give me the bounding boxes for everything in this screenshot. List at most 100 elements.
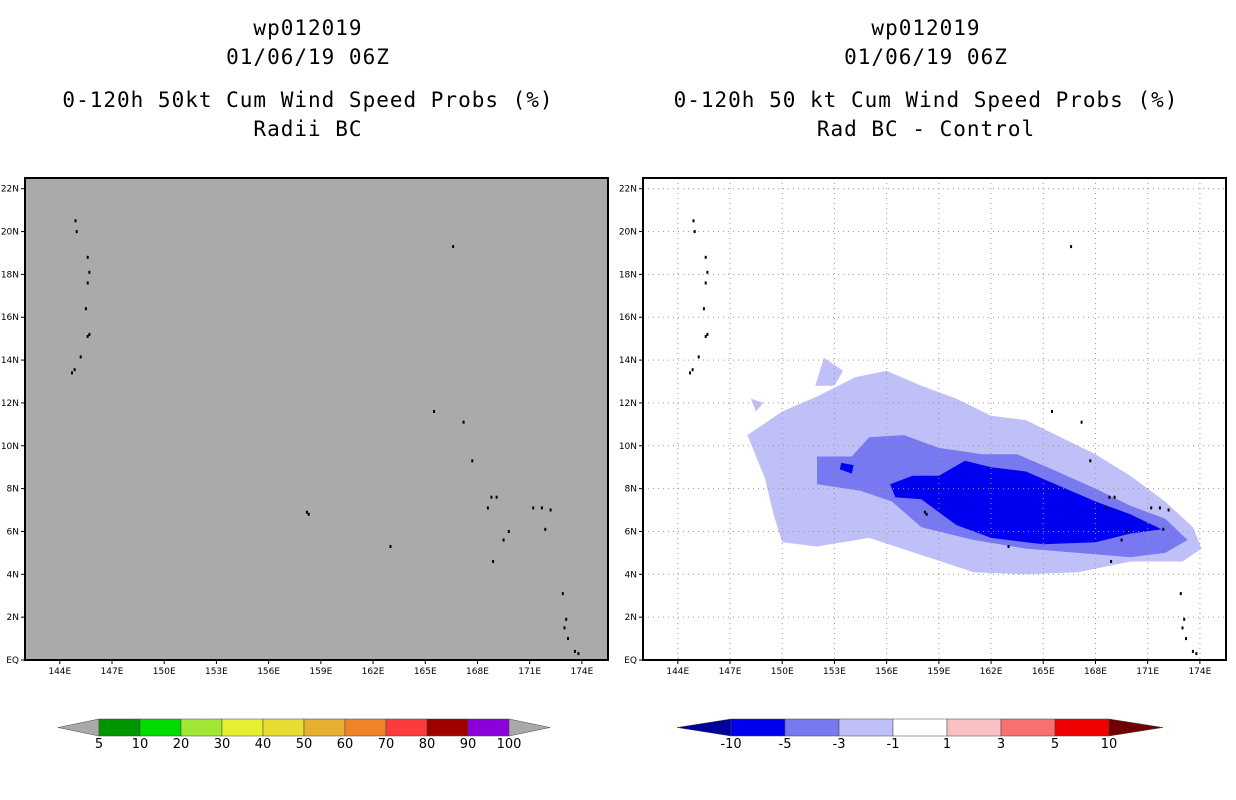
island-outline bbox=[1179, 592, 1182, 596]
island-outline bbox=[73, 368, 76, 372]
y-tick-label: 18N bbox=[619, 270, 637, 280]
island-outline bbox=[1125, 530, 1128, 533]
island-outline bbox=[706, 332, 709, 336]
island-outline bbox=[502, 538, 505, 542]
left-map-frame bbox=[24, 177, 609, 661]
left-title-date: 01/06/19 06Z bbox=[226, 45, 390, 69]
y-tick-label: 12N bbox=[619, 399, 637, 409]
island-outline bbox=[563, 626, 566, 630]
island-outline bbox=[565, 617, 568, 621]
left-title-product: 0-120h 50kt Cum Wind Speed Probs (%) bbox=[62, 88, 554, 112]
island-outline bbox=[462, 420, 465, 424]
island-outline bbox=[75, 230, 78, 234]
colorbar-label: 30 bbox=[214, 737, 231, 752]
contour--10to-5 bbox=[890, 460, 1162, 545]
y-tick-label: EQ bbox=[6, 656, 19, 666]
x-tick-label: 144E bbox=[666, 667, 689, 677]
y-tick-label: 2N bbox=[625, 613, 637, 623]
island-outline bbox=[704, 281, 707, 285]
colorbar-segment bbox=[426, 718, 469, 737]
island-outline bbox=[692, 219, 695, 223]
island-outline bbox=[561, 592, 564, 596]
island-outline bbox=[433, 410, 435, 413]
island-outline bbox=[1191, 649, 1194, 653]
left-axis-ticks: 144E 147E 150E 153E 156E 159E 162E 165E 168E 171E… bbox=[1, 185, 594, 677]
island-outline bbox=[1195, 652, 1198, 656]
colorbar-label: -10 bbox=[720, 737, 741, 752]
y-tick-label: 8N bbox=[7, 485, 19, 495]
colorbar-label: 70 bbox=[378, 737, 395, 752]
colorbar-label: 10 bbox=[1101, 737, 1118, 752]
island-outline bbox=[706, 270, 709, 274]
island-outline bbox=[452, 245, 455, 249]
island-outline bbox=[702, 307, 705, 311]
colorbar-segment bbox=[385, 718, 428, 737]
y-tick-label: 10N bbox=[619, 442, 637, 452]
island-outline bbox=[923, 510, 926, 514]
right-axis-ticks: 144E 147E 150E 153E 156E 159E 162E 165E 168E 171E… bbox=[619, 185, 1212, 677]
left-title: wp012019 01/06/19 06Z 0-120h 50kt Cum Wi… bbox=[8, 14, 608, 144]
colorbar-high-triangle bbox=[508, 718, 551, 737]
colorbar-label: 50 bbox=[296, 737, 313, 752]
x-tick-label: 159E bbox=[309, 667, 332, 677]
island-outline bbox=[1108, 495, 1111, 499]
colorbar-label: 1 bbox=[943, 737, 951, 752]
island-outline bbox=[471, 459, 474, 463]
colorbar-segment bbox=[784, 718, 840, 737]
x-tick-label: 150E bbox=[153, 667, 176, 677]
right-map: 144E 147E 150E 153E 156E 159E 162E 165E 168E 171E… bbox=[619, 177, 1227, 677]
island-outline bbox=[573, 649, 576, 653]
island-outline bbox=[490, 495, 493, 499]
x-tick-label: 159E bbox=[927, 667, 950, 677]
island-outline bbox=[86, 335, 89, 338]
island-outline bbox=[1183, 617, 1186, 621]
island-outline bbox=[305, 510, 308, 514]
colorbar-label: 5 bbox=[1051, 737, 1059, 752]
island-outline bbox=[1007, 545, 1010, 548]
x-tick-label: 171E bbox=[1136, 667, 1159, 677]
island-outline bbox=[1150, 506, 1153, 510]
island-outline bbox=[84, 307, 87, 311]
x-tick-label: 153E bbox=[823, 667, 846, 677]
island-outline bbox=[693, 230, 696, 234]
island-outline bbox=[567, 637, 569, 641]
island-outline bbox=[88, 332, 91, 336]
x-tick-label: 168E bbox=[1084, 667, 1107, 677]
right-title-product: 0-120h 50 kt Cum Wind Speed Probs (%) bbox=[673, 88, 1179, 112]
colorbar-label: 10 bbox=[132, 737, 149, 752]
island-outline bbox=[1185, 637, 1187, 641]
colorbar-segment bbox=[221, 718, 264, 737]
y-tick-label: 12N bbox=[1, 399, 19, 409]
x-tick-label: 147E bbox=[719, 667, 742, 677]
y-tick-label: 10N bbox=[1, 442, 19, 452]
island-outline bbox=[540, 506, 543, 510]
colorbar-label: 80 bbox=[419, 737, 436, 752]
island-outline bbox=[1120, 538, 1123, 542]
island-outline bbox=[577, 652, 580, 656]
colorbar-label: 90 bbox=[460, 737, 477, 752]
colorbar-label: 20 bbox=[173, 737, 190, 752]
x-tick-label: 165E bbox=[1032, 667, 1055, 677]
island-outline bbox=[86, 281, 89, 285]
island-outline bbox=[1080, 420, 1083, 424]
left-title-subtitle: Radii BC bbox=[253, 117, 363, 141]
right-gridlines bbox=[643, 178, 1226, 661]
x-tick-label: 162E bbox=[362, 667, 385, 677]
right-land-outlines bbox=[689, 219, 1198, 656]
x-tick-label: 168E bbox=[466, 667, 489, 677]
colorbar-label: -3 bbox=[833, 737, 846, 752]
contour--3to-1 bbox=[750, 398, 764, 412]
island-outline bbox=[74, 219, 77, 223]
left-land-outlines bbox=[71, 219, 580, 656]
island-outline bbox=[704, 255, 707, 259]
left-colorbar: 5 10 20 30 40 50 60 70 80 90 100 bbox=[57, 718, 551, 752]
x-tick-label: 174E bbox=[570, 667, 593, 677]
island-outline bbox=[1167, 508, 1170, 512]
island-outline bbox=[704, 335, 707, 338]
colorbar-label: 5 bbox=[95, 737, 103, 752]
island-outline bbox=[1104, 506, 1107, 510]
x-tick-label: 162E bbox=[980, 667, 1003, 677]
island-outline bbox=[697, 355, 700, 359]
x-tick-label: 153E bbox=[205, 667, 228, 677]
